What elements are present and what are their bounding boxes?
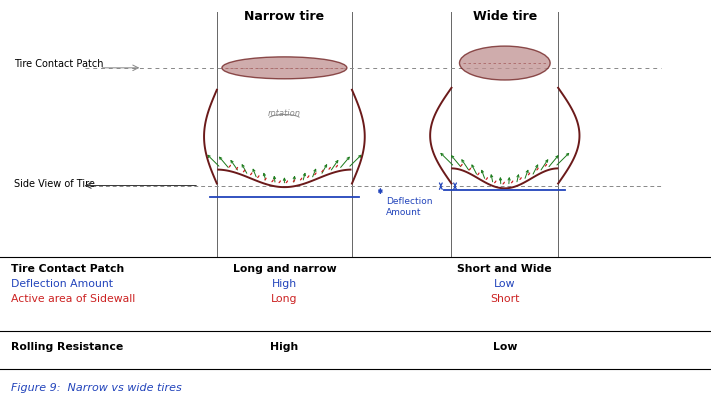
Text: Deflection Amount: Deflection Amount: [11, 279, 112, 290]
Text: Tire Contact Patch: Tire Contact Patch: [14, 59, 104, 69]
Text: Side View of Tire: Side View of Tire: [14, 178, 95, 189]
Text: High: High: [270, 342, 299, 352]
Text: High: High: [272, 279, 297, 290]
Ellipse shape: [459, 46, 550, 80]
Text: Long: Long: [271, 294, 298, 304]
Text: Tire Contact Patch: Tire Contact Patch: [11, 264, 124, 275]
Text: Active area of Sidewall: Active area of Sidewall: [11, 294, 135, 304]
Text: Long and narrow: Long and narrow: [232, 264, 336, 275]
Text: rotation: rotation: [268, 109, 301, 118]
Text: Narrow tire: Narrow tire: [245, 10, 324, 23]
Text: Deflection
Amount: Deflection Amount: [386, 197, 432, 217]
Text: Wide tire: Wide tire: [473, 10, 537, 23]
Text: Rolling Resistance: Rolling Resistance: [11, 342, 123, 352]
Ellipse shape: [222, 57, 347, 79]
Text: Figure 9:  Narrow vs wide tires: Figure 9: Narrow vs wide tires: [11, 383, 181, 393]
Text: Short: Short: [490, 294, 520, 304]
Text: Low: Low: [494, 279, 515, 290]
Text: Low: Low: [493, 342, 517, 352]
Text: Short and Wide: Short and Wide: [457, 264, 552, 275]
